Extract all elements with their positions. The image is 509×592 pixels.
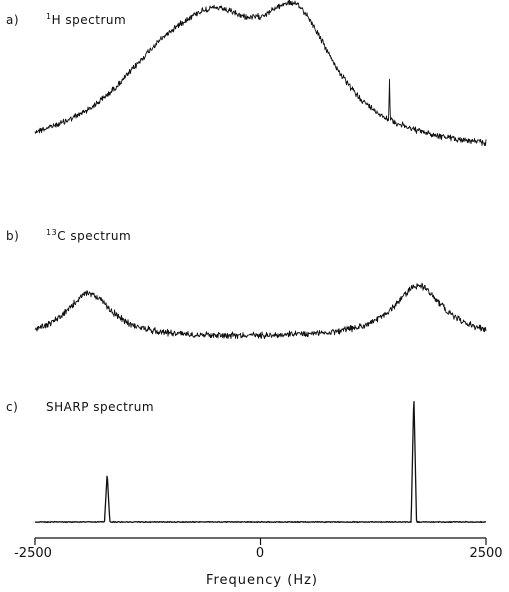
x-tick-label-2500: 2500 — [469, 546, 502, 561]
panel-b-letter: b) — [6, 229, 20, 243]
panel-b-title: 13C spectrum — [46, 228, 132, 243]
panel-b-title-text: C spectrum — [57, 229, 132, 243]
panel-a-title-text: H spectrum — [51, 13, 127, 27]
x-tick-label-0: 0 — [256, 546, 264, 561]
x-axis-label: Frequency (Hz) — [206, 573, 318, 588]
panel-c-title-text: SHARP spectrum — [46, 400, 155, 414]
panel-a-label: a) 1H spectrum — [6, 12, 126, 27]
spectrum-line-a — [34, 0, 487, 146]
panel-b-label: b) 13C spectrum — [6, 228, 131, 243]
panel-a-letter: a) — [6, 13, 20, 27]
panel-c-letter: c) — [6, 400, 19, 414]
spectrum-line-c — [34, 401, 487, 524]
x-axis — [34, 537, 487, 545]
panel-a-title: 1H spectrum — [46, 12, 127, 27]
panel-b-title-superscript: 13 — [46, 228, 58, 237]
panel-a-title-superscript: 1 — [46, 12, 52, 21]
spectrum-line-b — [34, 282, 487, 340]
x-tick-label-neg2500: -2500 — [14, 546, 52, 561]
panel-c-title: SHARP spectrum — [46, 400, 154, 414]
panel-c-label: c) SHARP spectrum — [6, 399, 154, 414]
